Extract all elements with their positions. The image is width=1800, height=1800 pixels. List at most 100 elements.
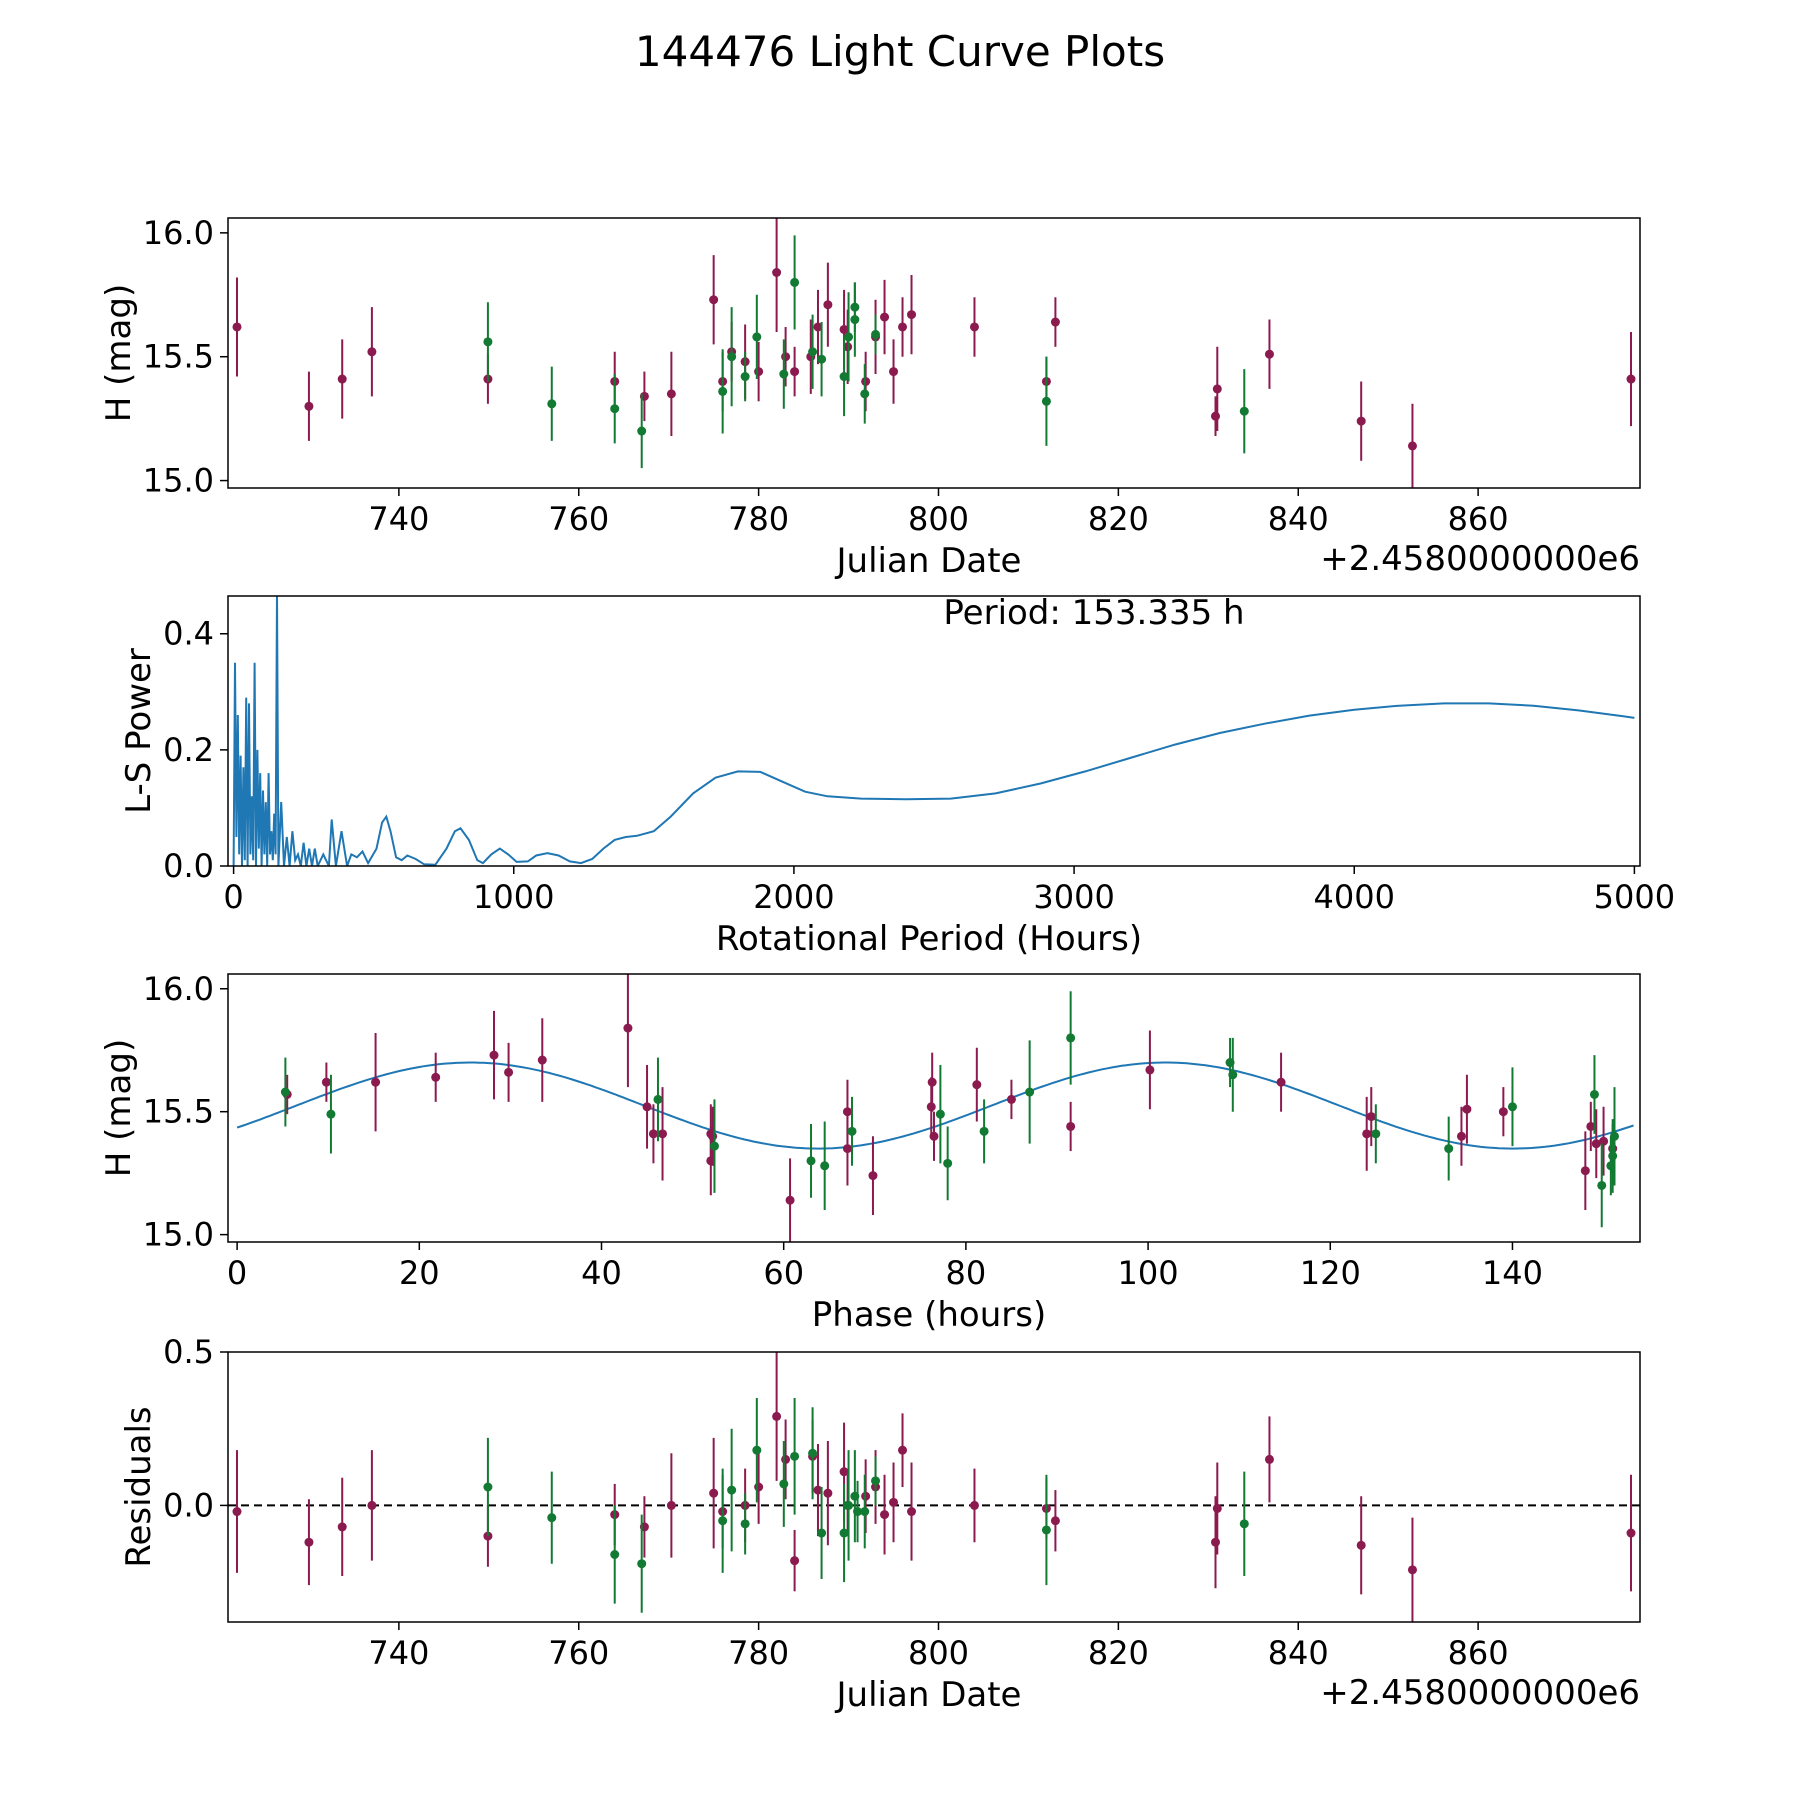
data-point-green xyxy=(808,347,818,357)
period-annotation: Period: 153.335 h xyxy=(943,593,1244,633)
data-point-green xyxy=(1041,396,1051,406)
data-point-green xyxy=(727,352,737,362)
data-point-green xyxy=(280,1087,290,1097)
data-point-maroon xyxy=(232,322,242,332)
data-point-maroon xyxy=(1050,1516,1060,1526)
y-axis-label: H (mag) xyxy=(99,1039,139,1177)
y-tick-label: 15.0 xyxy=(143,1216,214,1254)
x-tick-label: 800 xyxy=(908,1634,969,1672)
periodogram-panel: 0 1000 2000 3000 4000 5000 0.0 0.2 0.4 Rotational… xyxy=(119,593,1675,959)
x-tick-label: 860 xyxy=(1448,1634,1509,1672)
x-tick-label: 120 xyxy=(1300,1254,1361,1292)
x-tick-label: 820 xyxy=(1088,500,1149,538)
x-tick-label: 740 xyxy=(368,1634,429,1672)
power-line xyxy=(232,596,1635,866)
y-tick-label: 0.4 xyxy=(163,615,214,653)
data-point-green xyxy=(844,1500,854,1510)
data-point-green xyxy=(817,354,827,364)
plot-area xyxy=(232,218,1636,488)
data-point-green xyxy=(1041,1525,1051,1535)
data-point-maroon xyxy=(367,1500,377,1510)
data-point-green xyxy=(1597,1180,1607,1190)
data-point-green xyxy=(1608,1151,1618,1161)
data-point-maroon xyxy=(708,1131,718,1141)
data-point-maroon xyxy=(785,1195,795,1205)
data-point-maroon xyxy=(880,1510,890,1520)
data-point-green xyxy=(790,277,800,287)
data-point-maroon xyxy=(929,1131,939,1141)
x-tick-label: 4000 xyxy=(1314,878,1395,916)
data-point-green xyxy=(740,372,750,382)
data-point-green xyxy=(860,1507,870,1517)
x-tick-label: 2000 xyxy=(753,878,834,916)
x-tick-label: 740 xyxy=(368,500,429,538)
data-point-maroon xyxy=(1599,1136,1609,1146)
data-point-maroon xyxy=(321,1077,331,1087)
data-point-maroon xyxy=(1356,416,1366,426)
plot-area xyxy=(236,974,1634,1242)
data-point-maroon xyxy=(1212,1503,1222,1513)
data-point-maroon xyxy=(823,300,833,310)
x-tick-label: 0 xyxy=(223,878,243,916)
data-point-maroon xyxy=(839,1467,849,1477)
data-point-maroon xyxy=(898,322,908,332)
data-point-green xyxy=(790,1451,800,1461)
data-point-maroon xyxy=(880,312,890,322)
data-point-green xyxy=(806,1156,816,1166)
data-point-maroon xyxy=(813,322,823,332)
data-point-maroon xyxy=(1264,349,1274,359)
data-point-green xyxy=(779,369,789,379)
x-tick-label: 40 xyxy=(581,1254,622,1292)
data-point-green xyxy=(752,1445,762,1455)
data-point-maroon xyxy=(367,347,377,357)
data-point-maroon xyxy=(813,1485,823,1495)
data-point-maroon xyxy=(489,1050,499,1060)
data-point-maroon xyxy=(666,1500,676,1510)
data-point-green xyxy=(860,389,870,399)
y-axis-label: Residuals xyxy=(119,1406,159,1567)
data-point-green xyxy=(1371,1129,1381,1139)
data-point-maroon xyxy=(772,1411,782,1421)
data-point-maroon xyxy=(1006,1094,1016,1104)
fit-curve xyxy=(236,1061,1634,1150)
y-tick-label: 0.0 xyxy=(163,1486,214,1524)
x-tick-label: 760 xyxy=(548,500,609,538)
data-point-maroon xyxy=(1586,1121,1596,1131)
data-point-maroon xyxy=(790,367,800,377)
y-tick-label: 16.0 xyxy=(143,214,214,252)
data-point-green xyxy=(820,1161,830,1171)
data-point-green xyxy=(1609,1131,1619,1141)
data-point-green xyxy=(871,1476,881,1486)
data-point-green xyxy=(839,1528,849,1538)
data-point-green xyxy=(483,1482,493,1492)
y-axis-label: L-S Power xyxy=(119,648,159,814)
data-point-maroon xyxy=(648,1129,658,1139)
data-point-maroon xyxy=(537,1055,547,1065)
data-point-maroon xyxy=(337,374,347,384)
data-point-green xyxy=(850,302,860,312)
x-axis-label: Phase (hours) xyxy=(812,1295,1046,1335)
data-point-maroon xyxy=(1591,1139,1601,1149)
data-point-maroon xyxy=(969,1500,979,1510)
data-point-maroon xyxy=(1362,1129,1372,1139)
data-point-green xyxy=(853,1507,863,1517)
x-tick-label: 3000 xyxy=(1033,878,1114,916)
data-point-maroon xyxy=(1066,1121,1076,1131)
data-point-maroon xyxy=(1264,1454,1274,1464)
axes-frame xyxy=(227,1351,1641,1623)
data-point-maroon xyxy=(504,1067,514,1077)
data-point-maroon xyxy=(772,267,782,277)
y-tick-label: 15.5 xyxy=(143,338,214,376)
x-offset-label: +2.4580000000e6 xyxy=(1320,1673,1640,1713)
data-point-maroon xyxy=(898,1445,908,1455)
data-point-green xyxy=(935,1109,945,1119)
data-point-green xyxy=(752,332,762,342)
x-tick-label: 60 xyxy=(763,1254,804,1292)
x-tick-label: 840 xyxy=(1268,1634,1329,1672)
data-point-green xyxy=(547,1513,557,1523)
y-axis-label: H (mag) xyxy=(99,284,139,422)
x-tick-label: 140 xyxy=(1482,1254,1543,1292)
data-point-green xyxy=(547,399,557,409)
x-tick-label: 20 xyxy=(399,1254,440,1292)
